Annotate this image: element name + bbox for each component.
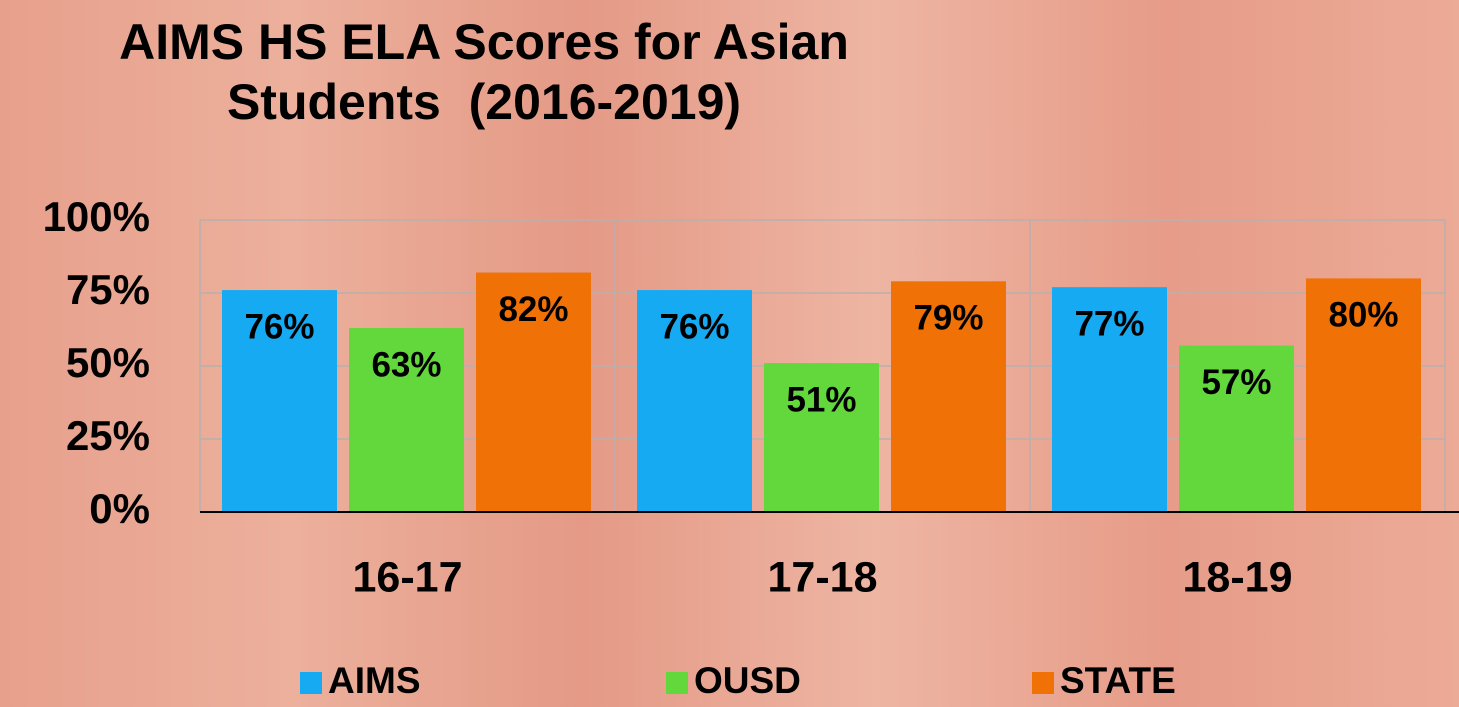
legend-label: OUSD [694,660,801,701]
data-label: 57% [1201,363,1271,402]
data-label: 76% [659,307,729,346]
legend-label: STATE [1060,660,1176,701]
y-tick-label: 50% [66,339,150,386]
data-label: 80% [1328,296,1398,335]
page: AIMS HS ELA Scores for Asian Students (2… [0,0,1459,707]
chart: 0% 25% 50% 75% 100% 76% 76% 77% 63% 51% 57% 82% 79% 8… [0,0,1459,707]
y-tick-label: 75% [66,266,150,313]
y-tick-label: 0% [89,485,150,532]
data-label: 82% [498,290,568,329]
legend-swatch [300,672,322,694]
x-tick-label: 18-19 [1183,553,1293,601]
y-tick-label: 100% [43,193,150,240]
data-label: 76% [244,307,314,346]
data-label: 51% [786,380,856,419]
x-tick-label: 16-17 [353,553,463,601]
legend-swatch [1032,672,1054,694]
y-tick-label: 25% [66,412,150,459]
data-label: 63% [371,345,441,384]
data-label: 79% [913,299,983,338]
legend-label: AIMS [328,660,421,701]
legend-swatch [666,672,688,694]
data-label: 77% [1074,304,1144,343]
x-tick-label: 17-18 [768,553,878,601]
